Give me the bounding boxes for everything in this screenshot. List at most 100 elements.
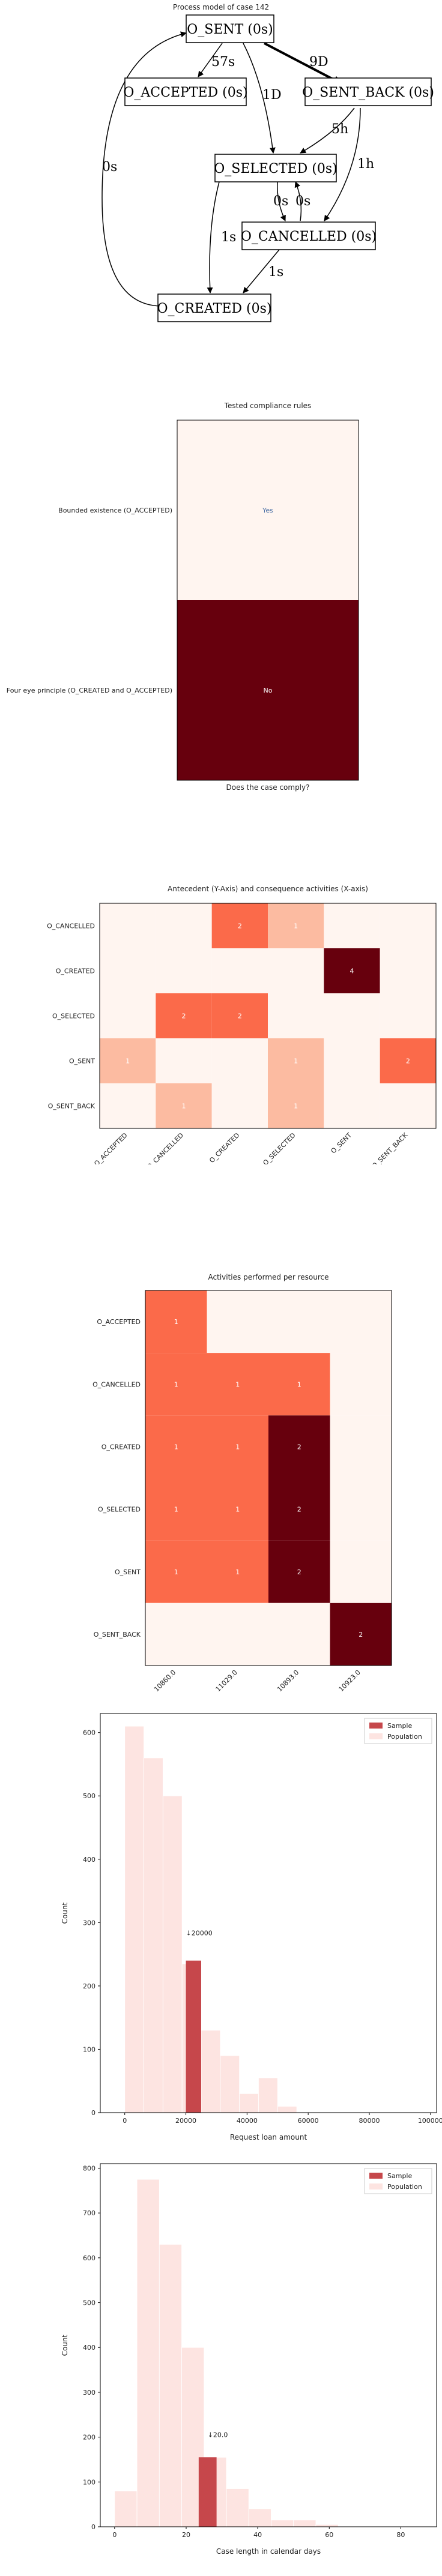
- y-tick-label: O_CREATED: [101, 1443, 141, 1451]
- heatmap-cell: [145, 1602, 207, 1666]
- x-tick-label: 60: [325, 2531, 333, 2539]
- heatmap-cell: [100, 993, 156, 1038]
- x-axis-label: Request loan amount: [230, 2133, 307, 2141]
- x-tick-label: 40000: [237, 2117, 258, 2125]
- y-tick-label: 500: [83, 2299, 95, 2307]
- cell-value-label: 1: [126, 1058, 130, 1065]
- edge-label-cancelled-created: 1s: [268, 265, 283, 280]
- cell-value-label: No: [264, 687, 273, 694]
- heatmap-cell: [324, 1083, 380, 1128]
- y-tick-label: O_SENT: [69, 1058, 95, 1065]
- heatmap-cell: [330, 1290, 392, 1353]
- edge-label-sentback-selected: 5h: [331, 122, 348, 137]
- node-accepted: O_ACCEPTED (0s): [123, 77, 248, 106]
- process-model-title: Process model of case 142: [173, 3, 269, 11]
- x-tick-label: 10860.0: [153, 1669, 177, 1693]
- heatmap-cell: [211, 993, 268, 1038]
- edge-label-sent-selected: 1D: [262, 88, 282, 103]
- node-sent-back-label: O_SENT_BACK (0s): [302, 85, 434, 100]
- y-tick-label: O_SENT_BACK: [94, 1631, 141, 1639]
- heatmap-title: Tested compliance rules: [224, 402, 312, 410]
- cell-value-label: 2: [297, 1443, 301, 1451]
- x-tick-label: 0: [123, 2117, 127, 2125]
- edge-label-created-sent: 0s: [102, 160, 117, 175]
- heatmap-cell: [380, 1038, 436, 1083]
- node-accepted-label: O_ACCEPTED (0s): [123, 85, 247, 100]
- plot-frame: [100, 2163, 437, 2527]
- cell-value-label: 1: [294, 922, 298, 930]
- y-tick-label: 0: [91, 2523, 95, 2531]
- heatmap-cell: [380, 993, 436, 1038]
- heatmap-cell: [100, 1038, 156, 1083]
- y-tick-label: O_CANCELLED: [92, 1380, 141, 1388]
- heatmap-title: Antecedent (Y-Axis) and consequence acti…: [168, 885, 368, 893]
- edge-selected-cancelled: [277, 181, 286, 221]
- y-axis-label: Count: [61, 1902, 69, 1924]
- cell-value-label: 2: [297, 1568, 301, 1576]
- edge-sent-sentback: [264, 42, 343, 85]
- x-tick-label: 20: [182, 2531, 190, 2539]
- legend-label-population: Population: [387, 1733, 422, 1741]
- heatmap-cell: [268, 1038, 324, 1083]
- heatmap-frame: [145, 1290, 392, 1666]
- heatmap-frame: [99, 903, 437, 1129]
- heatmap-cell: [100, 903, 156, 948]
- y-tick-label: 600: [83, 1729, 95, 1737]
- y-tick-label: 300: [83, 2389, 95, 2397]
- x-tick-label: 60000: [298, 2117, 319, 2125]
- heatmap-cell: [268, 903, 324, 948]
- x-tick-label: O_SENT: [329, 1131, 353, 1155]
- y-tick-label: 600: [83, 2254, 95, 2262]
- y-tick-label: Four eye principle (O_CREATED and O_ACCE…: [7, 687, 172, 694]
- cell-value-label: 4: [350, 968, 354, 975]
- cell-value-label: 1: [174, 1443, 178, 1451]
- y-tick-label: 200: [83, 2434, 95, 2442]
- cell-value-label: 2: [359, 1631, 363, 1639]
- heatmap-cell: [207, 1540, 268, 1603]
- population-bar: [136, 2179, 160, 2527]
- heatmap-cell: [145, 1540, 207, 1603]
- x-tick-label: O_CREATED: [208, 1131, 241, 1164]
- y-tick-label: O_SELECTED: [52, 1013, 95, 1020]
- edge-label-sentback-cancelled: 1h: [357, 157, 374, 172]
- cell-value-label: 2: [238, 922, 242, 930]
- heatmap-cell: [211, 1083, 268, 1128]
- population-bar: [277, 2106, 297, 2113]
- heatmap-cell: [207, 1290, 268, 1353]
- cell-value-label: 1: [174, 1318, 178, 1326]
- heatmap-cell: [177, 600, 359, 780]
- y-tick-label: 100: [83, 2478, 95, 2486]
- x-axis-label: Case length in calendar days: [216, 2547, 321, 2556]
- legend-label-sample: Sample: [387, 2172, 412, 2180]
- heatmap-cell: [211, 1038, 268, 1083]
- heatmap-cell: [145, 1478, 207, 1541]
- cell-value-label: 1: [297, 1380, 301, 1388]
- heatmap-cell: [324, 948, 380, 993]
- edge-created-sent: [101, 31, 187, 307]
- x-tick-label: 100000: [418, 2117, 442, 2125]
- heatmap-cell: [268, 1415, 330, 1478]
- y-tick-label: O_SELECTED: [98, 1506, 141, 1514]
- heatmap-cell: [156, 993, 212, 1038]
- cell-value-label: 2: [238, 1013, 242, 1020]
- heatmap-cell: [324, 993, 380, 1038]
- sample-annotation: ↓20000: [186, 1929, 213, 1937]
- population-bar: [258, 2077, 278, 2113]
- node-sent-label: O_SENT (0s): [187, 22, 273, 37]
- heatmap-cell: [207, 1478, 268, 1541]
- node-cancelled: O_CANCELLED (0s): [241, 221, 377, 250]
- y-tick-label: O_ACCEPTED: [97, 1318, 141, 1326]
- heatmap-cell: [330, 1602, 392, 1666]
- cell-value-label: 1: [235, 1380, 240, 1388]
- heatmap-cell: [380, 903, 436, 948]
- heatmap-cell: [324, 1038, 380, 1083]
- heatmap-cell: [324, 903, 380, 948]
- population-bar: [144, 1757, 163, 2113]
- cell-value-label: 1: [174, 1568, 178, 1576]
- heatmap-cell: [330, 1540, 392, 1603]
- heatmap-cell: [268, 1083, 324, 1128]
- x-tick-label: 0: [112, 2531, 117, 2539]
- population-bar: [114, 2490, 138, 2527]
- node-cancelled-label: O_CANCELLED (0s): [241, 229, 377, 244]
- cell-value-label: 1: [235, 1568, 240, 1576]
